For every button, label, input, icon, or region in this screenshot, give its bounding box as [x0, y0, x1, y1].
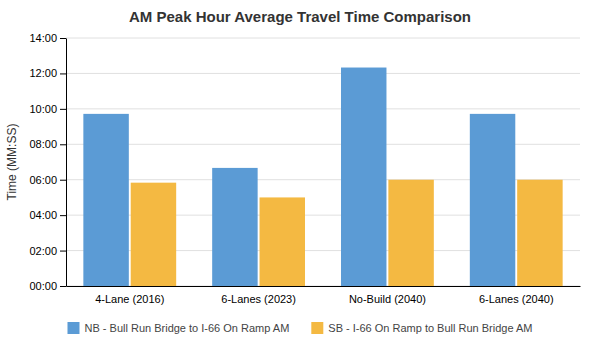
bar [341, 68, 386, 286]
tick-label: No-Build (2040) [349, 293, 426, 305]
tick-label: 10:00 [29, 103, 57, 115]
bar [260, 197, 305, 286]
bar [131, 183, 176, 286]
y-axis-title: Time (MM:SS) [5, 124, 19, 201]
bar [212, 168, 257, 286]
tick-label: 00:00 [29, 280, 57, 292]
chart: AM Peak Hour Average Travel Time Compari… [0, 0, 600, 340]
legend: NB - Bull Run Bridge to I-66 On Ramp AM S… [67, 322, 532, 334]
tick-mark [60, 251, 66, 252]
legend-label: SB - I-66 On Ramp to Bull Run Bridge AM [328, 322, 532, 334]
tick-label: 6-Lanes (2023) [221, 293, 296, 305]
bar-series [131, 180, 563, 286]
grid-line [66, 38, 580, 39]
tick: 6-Lanes (2023) [221, 293, 296, 305]
grid [66, 38, 580, 286]
bar-series [83, 68, 515, 286]
bar [83, 114, 128, 286]
y-axis: 00:00 02:00 04:00 06:00 08:00 10:00 12:00 14:00 [29, 32, 66, 292]
tick: 14:00 [29, 32, 66, 44]
bar [470, 114, 515, 286]
tick-label: 4-Lane (2016) [95, 293, 164, 305]
legend-label: NB - Bull Run Bridge to I-66 On Ramp AM [84, 322, 289, 334]
tick-mark [60, 180, 66, 181]
legend-swatch [67, 322, 79, 334]
tick-mark [60, 286, 66, 287]
tick-mark [60, 38, 66, 39]
tick: 02:00 [29, 245, 66, 257]
tick-label: 02:00 [29, 245, 57, 257]
tick-label: 6-Lanes (2040) [479, 293, 554, 305]
tick: 08:00 [29, 138, 66, 150]
tick: 10:00 [29, 103, 66, 115]
axis-domain [67, 286, 581, 287]
grid-line [66, 108, 580, 109]
bar [517, 180, 562, 286]
tick: 12:00 [29, 67, 66, 79]
tick-mark [60, 215, 66, 216]
tick-label: 04:00 [29, 209, 57, 221]
bars [83, 68, 562, 286]
tick: 06:00 [29, 174, 66, 186]
legend-item: NB - Bull Run Bridge to I-66 On Ramp AM [67, 322, 289, 334]
tick: 4-Lane (2016) [95, 293, 164, 305]
bar [388, 180, 433, 286]
legend-swatch [311, 322, 323, 334]
tick-mark [60, 144, 66, 145]
tick-label: 14:00 [29, 32, 57, 44]
legend-item: SB - I-66 On Ramp to Bull Run Bridge AM [311, 322, 532, 334]
tick: 04:00 [29, 209, 66, 221]
tick: No-Build (2040) [349, 293, 426, 305]
tick-mark [60, 109, 66, 110]
axis-domain [66, 39, 67, 287]
tick-mark [60, 73, 66, 74]
tick: 00:00 [29, 280, 66, 292]
tick-label: 06:00 [29, 174, 57, 186]
plot: 00:00 02:00 04:00 06:00 08:00 10:00 12:00 14:00… [29, 32, 580, 305]
x-axis: 4-Lane (2016) 6-Lanes (2023) No-Build (204… [67, 287, 581, 305]
tick: 6-Lanes (2040) [479, 293, 554, 305]
tick-label: 12:00 [29, 67, 57, 79]
grid-line [66, 73, 580, 74]
title: AM Peak Hour Average Travel Time Compari… [129, 8, 471, 25]
tick-label: 08:00 [29, 138, 57, 150]
